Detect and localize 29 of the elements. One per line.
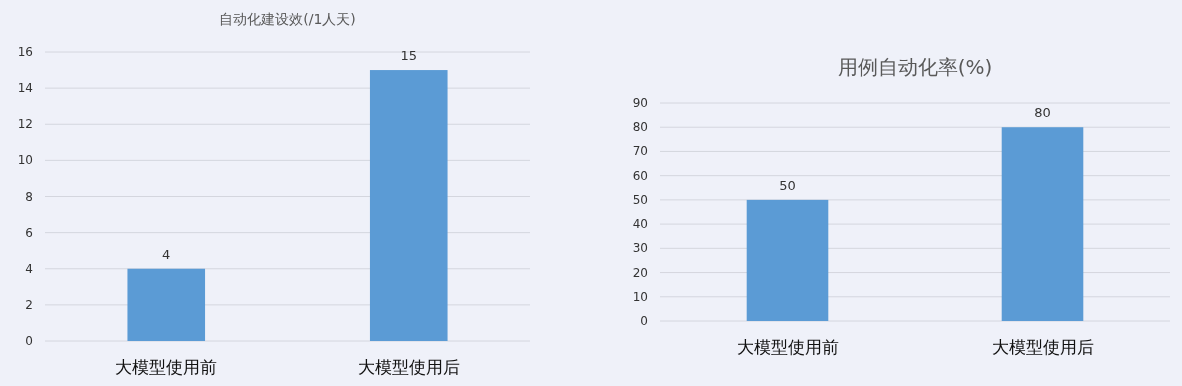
- y-tick-label: 90: [632, 96, 648, 110]
- data-label: 4: [162, 246, 171, 262]
- y-tick-label: 80: [632, 120, 648, 135]
- y-tick-label: 20: [632, 265, 648, 280]
- y-tick-label: 40: [632, 217, 648, 232]
- chart-title: 自动化建设效(/1人天): [219, 11, 356, 27]
- y-tick-label: 4: [25, 261, 33, 276]
- chart-title: 用例自动化率(%): [837, 55, 993, 79]
- y-tick-label: 50: [632, 192, 648, 207]
- y-tick-label: 70: [632, 144, 648, 159]
- x-tick-label: 大模型使用后: [357, 357, 460, 377]
- data-label: 80: [1034, 105, 1051, 121]
- y-tick-label: 0: [25, 334, 33, 348]
- y-tick-label: 10: [17, 153, 33, 168]
- y-tick-label: 30: [632, 241, 648, 256]
- y-tick-label: 60: [632, 168, 648, 183]
- x-tick-label: 大模型使用后: [991, 337, 1094, 357]
- y-tick-label: 6: [25, 225, 33, 240]
- y-tick-label: 16: [17, 45, 33, 59]
- y-tick-label: 10: [632, 289, 648, 304]
- y-tick-label: 0: [640, 314, 648, 328]
- data-label: 15: [400, 48, 418, 64]
- y-tick-label: 8: [25, 189, 33, 204]
- x-tick-label: 大模型使用前: [736, 337, 839, 357]
- x-tick-label: 大模型使用前: [115, 357, 218, 377]
- y-tick-label: 2: [25, 297, 33, 312]
- y-tick-label: 14: [17, 81, 33, 96]
- data-label: 50: [779, 177, 796, 193]
- y-tick-label: 12: [17, 117, 33, 132]
